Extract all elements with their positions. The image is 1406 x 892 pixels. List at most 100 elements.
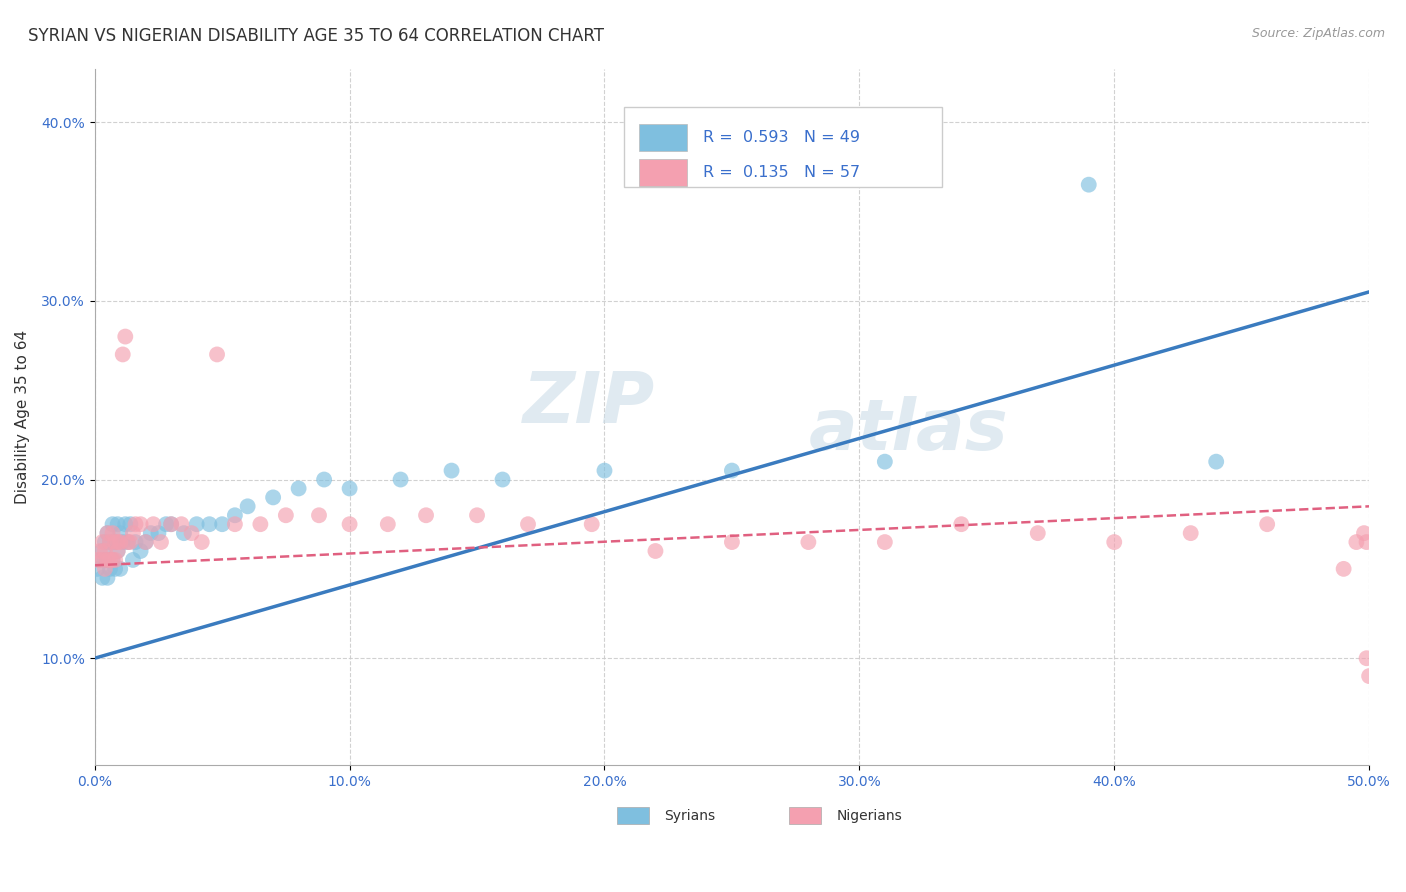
Point xyxy=(129,544,152,558)
Point xyxy=(114,329,136,343)
Text: Syrians: Syrians xyxy=(665,809,716,822)
FancyBboxPatch shape xyxy=(617,807,650,824)
Point xyxy=(155,517,177,532)
Point xyxy=(339,482,361,496)
Point xyxy=(644,544,666,558)
Point xyxy=(1026,526,1049,541)
Y-axis label: Disability Age 35 to 64: Disability Age 35 to 64 xyxy=(15,330,30,504)
Point xyxy=(107,517,129,532)
Point xyxy=(135,535,157,549)
Point xyxy=(98,535,121,549)
Point xyxy=(120,535,142,549)
Point xyxy=(593,464,616,478)
Point xyxy=(148,526,170,541)
Point xyxy=(160,517,183,532)
Point xyxy=(124,535,146,549)
Point xyxy=(149,535,172,549)
Text: ZIP: ZIP xyxy=(523,368,655,438)
Point xyxy=(91,553,114,567)
Point xyxy=(86,553,108,567)
Point xyxy=(122,526,145,541)
Point xyxy=(91,571,114,585)
Point xyxy=(211,517,233,532)
Point xyxy=(96,526,118,541)
Point xyxy=(98,562,121,576)
Point xyxy=(581,517,603,532)
Point xyxy=(104,562,127,576)
Point xyxy=(107,535,129,549)
Point xyxy=(224,508,246,523)
Point xyxy=(96,571,118,585)
Point xyxy=(111,535,134,549)
Text: atlas: atlas xyxy=(808,396,1008,466)
Point xyxy=(1333,562,1355,576)
Point xyxy=(139,526,162,541)
Point xyxy=(86,562,108,576)
Point xyxy=(91,535,114,549)
Point xyxy=(950,517,973,532)
Point xyxy=(389,473,412,487)
Point xyxy=(287,482,309,496)
Point xyxy=(98,553,121,567)
Point xyxy=(104,553,127,567)
Point xyxy=(1077,178,1099,192)
Point xyxy=(308,508,330,523)
Point xyxy=(108,526,131,541)
Point xyxy=(1353,526,1375,541)
Text: Source: ZipAtlas.com: Source: ZipAtlas.com xyxy=(1251,27,1385,40)
Point xyxy=(465,508,488,523)
Point xyxy=(1180,526,1202,541)
Point xyxy=(101,553,124,567)
Point xyxy=(96,553,118,567)
Point xyxy=(721,535,744,549)
Point xyxy=(314,473,336,487)
Point xyxy=(160,517,183,532)
Point xyxy=(180,526,202,541)
Point xyxy=(94,562,117,576)
Point xyxy=(120,517,142,532)
Point xyxy=(96,553,118,567)
Point xyxy=(94,553,117,567)
Point xyxy=(440,464,463,478)
Point xyxy=(249,517,271,532)
FancyBboxPatch shape xyxy=(638,160,688,186)
Point xyxy=(101,553,124,567)
Point xyxy=(1205,455,1227,469)
Text: R =  0.593   N = 49: R = 0.593 N = 49 xyxy=(703,130,859,145)
Point xyxy=(94,535,117,549)
Point xyxy=(111,347,134,361)
Point xyxy=(108,562,131,576)
Point xyxy=(135,535,157,549)
Point xyxy=(1346,535,1368,549)
Point xyxy=(129,517,152,532)
Point xyxy=(1358,669,1381,683)
Point xyxy=(415,508,437,523)
FancyBboxPatch shape xyxy=(624,107,942,187)
Point xyxy=(377,517,399,532)
Point xyxy=(104,535,127,549)
Point xyxy=(98,535,121,549)
Point xyxy=(721,464,744,478)
Point xyxy=(101,517,124,532)
Point xyxy=(94,544,117,558)
Point xyxy=(186,517,208,532)
Point xyxy=(117,535,139,549)
Point xyxy=(173,526,195,541)
Point xyxy=(1256,517,1278,532)
Text: SYRIAN VS NIGERIAN DISABILITY AGE 35 TO 64 CORRELATION CHART: SYRIAN VS NIGERIAN DISABILITY AGE 35 TO … xyxy=(28,27,605,45)
Point xyxy=(873,535,896,549)
Text: Nigerians: Nigerians xyxy=(837,809,903,822)
Point xyxy=(797,535,820,549)
Point xyxy=(124,517,146,532)
Point xyxy=(107,544,129,558)
Point xyxy=(96,526,118,541)
Point xyxy=(1355,535,1378,549)
FancyBboxPatch shape xyxy=(638,124,688,151)
Point xyxy=(198,517,221,532)
Point xyxy=(491,473,513,487)
Point xyxy=(89,544,111,558)
Point xyxy=(107,544,129,558)
Point xyxy=(339,517,361,532)
Point xyxy=(224,517,246,532)
Point xyxy=(170,517,193,532)
